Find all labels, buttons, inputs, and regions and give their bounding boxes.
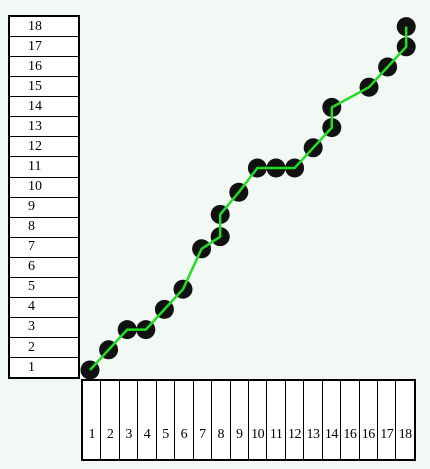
- x-tick-label: 2: [101, 381, 120, 459]
- y-tick-label: 9: [10, 198, 78, 218]
- y-axis-labels: 18 17 16 15 14 13 12 11 10 9 8 7 6 5 4 3 2 1: [8, 15, 80, 379]
- data-point-marker: [173, 279, 193, 299]
- x-tick-label: 18: [398, 427, 413, 442]
- data-point-marker: [210, 204, 230, 224]
- y-tick-label: 13: [10, 117, 78, 138]
- x-tick-label: 5: [157, 381, 176, 459]
- x-tick-label: 16: [360, 381, 378, 459]
- data-point-marker: [192, 239, 212, 259]
- y-tick-label: 1: [28, 359, 35, 375]
- data-point-marker: [136, 320, 156, 340]
- data-point-marker: [322, 97, 342, 117]
- y-tick-label: 12: [10, 137, 78, 158]
- y-tick-label: 11: [10, 157, 78, 178]
- y-tick-label: 17: [10, 37, 78, 58]
- y-tick-label: 18: [10, 17, 78, 38]
- data-point-marker: [99, 340, 119, 360]
- data-point-marker: [247, 158, 267, 178]
- x-tick-label: 7: [194, 381, 213, 459]
- x-tick-label: 8: [212, 381, 231, 459]
- x-tick-label: 16: [341, 381, 360, 459]
- x-tick-label: 1: [83, 381, 102, 459]
- x-tick-label: 9: [231, 381, 249, 459]
- data-point-marker: [80, 360, 100, 380]
- x-tick-label: 12: [286, 381, 305, 459]
- y-tick-label: 2: [10, 338, 78, 359]
- y-tick-label: 14: [10, 97, 78, 118]
- x-axis-labels: 1 2 3 4 5 6 7 8 9 10 11 12 13 14 16 16 17 18: [81, 379, 416, 461]
- x-tick-label: 13: [304, 381, 323, 459]
- y-tick-label: 8: [10, 218, 78, 238]
- y-tick-label: 16: [10, 57, 78, 78]
- y-tick-label: 3: [10, 318, 78, 338]
- data-point-marker: [229, 182, 249, 202]
- data-point-marker: [266, 158, 286, 178]
- x-tick-label: 17: [378, 381, 397, 459]
- y-tick-label: 5: [10, 278, 78, 298]
- y-tick-label: 10: [10, 178, 78, 198]
- data-point-marker: [396, 17, 416, 37]
- y-tick-label: 6: [10, 258, 78, 278]
- data-point-marker: [359, 77, 379, 97]
- data-point-marker: [117, 320, 137, 340]
- data-point-marker: [396, 37, 416, 57]
- data-point-marker: [285, 158, 305, 178]
- y-tick-label: 4: [10, 298, 78, 318]
- data-point-marker: [322, 118, 342, 138]
- x-tick-label: 14: [323, 381, 342, 459]
- series-line: [89, 26, 408, 371]
- data-point-marker: [303, 138, 323, 158]
- x-tick-label: 10: [249, 381, 268, 459]
- x-tick-label: 6: [175, 381, 194, 459]
- x-tick-label: 11: [267, 381, 286, 459]
- x-tick-label: 4: [138, 381, 157, 459]
- data-point-marker: [154, 299, 174, 319]
- x-tick-label: 3: [120, 381, 139, 459]
- y-tick-label: 7: [10, 238, 78, 258]
- y-tick-label: 15: [10, 77, 78, 98]
- data-point-marker: [378, 57, 398, 77]
- data-point-marker: [210, 227, 230, 247]
